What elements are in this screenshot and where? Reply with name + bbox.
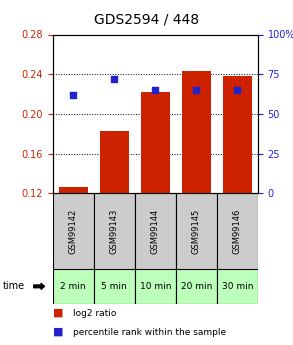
Text: GSM99143: GSM99143	[110, 208, 119, 254]
Bar	[100, 131, 129, 193]
Bar	[182, 71, 211, 193]
Point	[71, 92, 76, 98]
Bar	[53, 193, 94, 269]
Text: GSM99142: GSM99142	[69, 208, 78, 254]
Text: ■: ■	[53, 327, 63, 337]
Text: GDS2594 / 448: GDS2594 / 448	[94, 12, 199, 26]
Text: GSM99146: GSM99146	[233, 208, 242, 254]
Bar	[59, 187, 88, 193]
Text: 10 min: 10 min	[139, 282, 171, 291]
Text: GSM99144: GSM99144	[151, 208, 160, 254]
Bar	[176, 193, 217, 269]
Point	[112, 76, 117, 82]
Bar	[135, 269, 176, 304]
Text: ■: ■	[53, 308, 63, 318]
Text: 30 min: 30 min	[222, 282, 253, 291]
Bar	[135, 193, 176, 269]
Bar	[94, 269, 135, 304]
Bar	[176, 269, 217, 304]
Text: percentile rank within the sample: percentile rank within the sample	[73, 327, 226, 337]
Text: 2 min: 2 min	[60, 282, 86, 291]
Text: 20 min: 20 min	[180, 282, 212, 291]
Bar	[53, 269, 94, 304]
Point	[153, 87, 158, 93]
Text: log2 ratio: log2 ratio	[73, 308, 117, 318]
Bar	[223, 76, 252, 193]
Text: GSM99145: GSM99145	[192, 208, 201, 254]
Bar	[141, 92, 170, 193]
Text: time: time	[3, 282, 25, 291]
Bar	[94, 193, 135, 269]
Bar	[217, 269, 258, 304]
Point	[235, 87, 240, 93]
Point	[194, 87, 199, 93]
Bar	[217, 193, 258, 269]
Text: 5 min: 5 min	[101, 282, 127, 291]
